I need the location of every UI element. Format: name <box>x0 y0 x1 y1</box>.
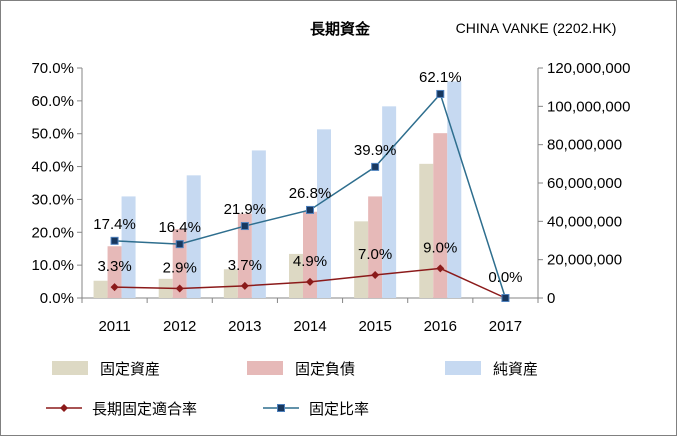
line-marker <box>436 264 445 273</box>
line-marker <box>306 205 314 214</box>
data-label: 3.3% <box>97 258 131 275</box>
left-tick-label: 70.0% <box>31 60 74 77</box>
line-marker <box>110 283 119 292</box>
x-tick-label: 2017 <box>489 318 522 335</box>
data-label: 7.0% <box>358 246 392 263</box>
data-label: 4.9% <box>293 253 327 270</box>
bar <box>447 81 462 299</box>
bar <box>121 196 136 298</box>
legend-label: 長期固定適合率 <box>92 400 197 418</box>
bar <box>303 211 317 298</box>
line-marker <box>175 240 184 249</box>
left-tick-label: 10.0% <box>31 257 74 274</box>
plot-area: 0.0% 10.0% 20.0% 30.0% 40.0% 50.0% 60.0% 70.0% 0… <box>31 60 630 335</box>
line-marker <box>240 222 249 231</box>
right-tick-label: 20,000,000 <box>547 252 622 269</box>
bar <box>433 133 448 298</box>
bar <box>382 106 397 298</box>
data-label: 16.4% <box>158 219 201 236</box>
bar <box>186 175 201 298</box>
data-label: 62.1% <box>419 69 462 86</box>
left-tick-label: 0.0% <box>40 290 74 307</box>
bar <box>237 213 252 298</box>
left-tick-label: 60.0% <box>31 93 74 110</box>
legend-marker <box>60 404 68 412</box>
line-marker <box>436 89 445 98</box>
data-label: 26.8% <box>289 185 332 202</box>
data-label: 0.0% <box>488 269 522 286</box>
data-label: 39.9% <box>354 142 397 159</box>
x-tick-label: 2013 <box>228 318 261 335</box>
right-tick-label: 40,000,000 <box>547 213 622 230</box>
bar <box>354 221 369 298</box>
line-marker <box>501 294 510 302</box>
x-tick-label: 2014 <box>293 318 326 335</box>
x-tick-label: 2016 <box>424 318 457 335</box>
legend-swatch <box>52 361 88 375</box>
left-tick-label: 50.0% <box>31 126 74 143</box>
right-tick-label: 120,000,000 <box>547 60 630 77</box>
legend-label: 固定比率 <box>309 400 369 418</box>
bar <box>107 246 122 298</box>
legend-item: 固定資産 <box>52 360 160 378</box>
bar <box>317 129 331 298</box>
bar <box>251 150 266 298</box>
line-marker <box>175 284 184 293</box>
right-tick-label: 100,000,000 <box>547 98 630 115</box>
line-marker <box>110 236 119 245</box>
line-marker <box>371 271 380 279</box>
right-tick-label: 60,000,000 <box>547 175 622 192</box>
data-label: 3.7% <box>228 257 262 274</box>
data-label: 2.9% <box>163 259 197 276</box>
bar <box>419 163 434 298</box>
left-tick-label: 30.0% <box>31 191 74 208</box>
data-label: 21.9% <box>224 201 267 218</box>
legend-label: 純資産 <box>493 360 538 378</box>
x-tick-label: 2012 <box>163 318 196 335</box>
bar <box>223 269 238 298</box>
bar <box>368 196 383 298</box>
right-tick-label: 80,000,000 <box>547 137 622 154</box>
legend-swatch <box>247 361 283 375</box>
data-label: 9.0% <box>423 239 457 256</box>
bar <box>289 253 303 298</box>
legend-item: 長期固定適合率 <box>46 400 197 418</box>
line-marker <box>306 277 314 286</box>
legend-item: 固定比率 <box>263 400 369 418</box>
chart-title: 長期資金 <box>310 20 371 38</box>
left-tick-label: 20.0% <box>31 224 74 241</box>
x-tick-label: 2015 <box>358 318 391 335</box>
data-label: 17.4% <box>93 216 136 233</box>
right-tick-label: 0 <box>547 290 555 307</box>
legend-label: 固定負債 <box>295 360 355 378</box>
bar <box>93 280 108 298</box>
legend-swatch <box>445 361 481 375</box>
legend-marker <box>277 404 285 412</box>
line-marker <box>240 281 249 290</box>
line-marker <box>371 162 380 171</box>
legend-item: 純資産 <box>445 360 538 378</box>
x-tick-label: 2011 <box>98 318 130 335</box>
legend-item: 固定負債 <box>247 360 355 378</box>
legend-label: 固定資産 <box>100 360 160 378</box>
left-tick-label: 40.0% <box>31 159 74 176</box>
company-label: CHINA VANKE (2202.HK) <box>456 20 617 36</box>
